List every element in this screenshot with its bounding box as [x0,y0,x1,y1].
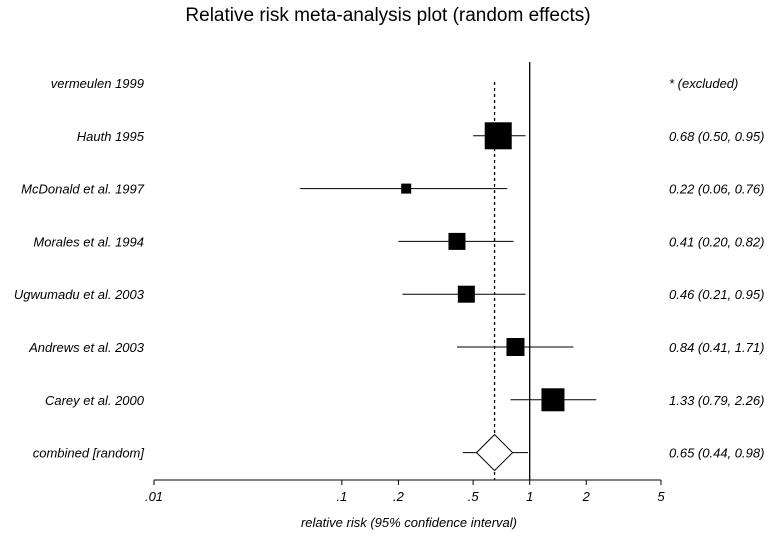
x-tick-label: .01 [145,489,163,504]
study-rows: vermeulen 1999 * (excluded) Hauth 1995 0.68… [14,76,764,472]
study-estimate: * (excluded) [669,76,738,91]
study-name: vermeulen 1999 [51,76,144,91]
study-name: Hauth 1995 [77,129,145,144]
study-name: McDonald et al. 1997 [21,182,145,197]
combined-estimate: 0.65 (0.44, 0.98) [669,446,764,461]
study-name: Andrews et al. 2003 [28,340,145,355]
study-weight-box [541,388,565,412]
x-tick-label: .5 [468,489,480,504]
x-tick-label: 1 [526,489,533,504]
x-tick-label: .1 [336,489,347,504]
x-axis: .01 .1 .2 .5 1 2 5 [145,479,665,504]
study-weight-box [448,232,466,250]
study-estimate: 0.41 (0.20, 0.82) [669,234,764,249]
study-weight-box [506,338,525,356]
study-estimate: 0.46 (0.21, 0.95) [669,287,764,302]
study-estimate: 1.33 (0.79, 2.26) [669,393,764,408]
combined-diamond [475,433,514,472]
x-tick-label: 5 [657,489,665,504]
x-tick-label: 2 [582,489,591,504]
study-name: Morales et al. 1994 [33,234,144,249]
study-estimate: 0.68 (0.50, 0.95) [669,129,764,144]
study-weight-box [401,183,412,194]
chart-title: Relative risk meta-analysis plot (random… [185,5,591,26]
study-estimate: 0.84 (0.41, 1.71) [669,340,764,355]
study-weight-box [457,285,475,303]
combined-name: combined [random] [33,446,145,461]
study-weight-box [484,122,512,150]
study-name: Carey et al. 2000 [45,393,145,408]
x-axis-label: relative risk (95% confidence interval) [301,515,517,530]
study-estimate: 0.22 (0.06, 0.76) [669,182,764,197]
study-name: Ugwumadu et al. 2003 [14,287,145,302]
x-tick-label: .2 [393,489,405,504]
